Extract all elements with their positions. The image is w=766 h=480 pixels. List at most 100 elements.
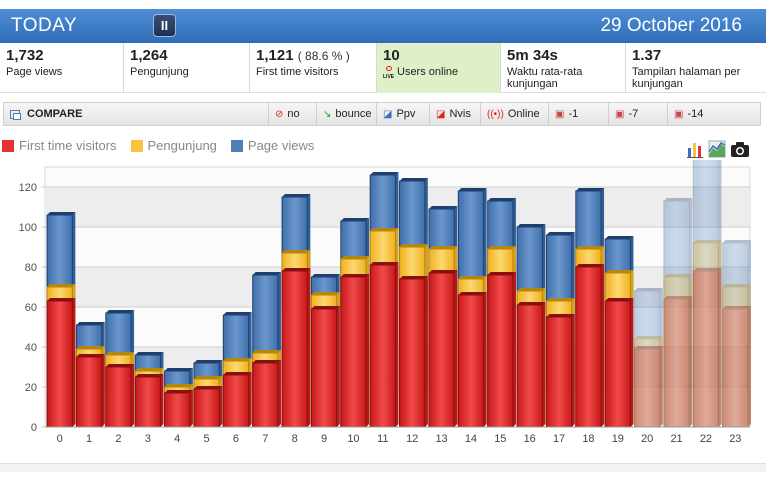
legend-swatch [130,139,143,152]
compare-icon [10,109,21,120]
bar-top [487,198,516,201]
x-tick-label: 18 [582,433,594,445]
bar-side [659,336,663,427]
bar-first-time-visitors-23[interactable] [722,306,751,428]
bar-face [46,300,73,428]
bar-top [193,360,223,363]
bar-chart-icon[interactable] [686,140,704,158]
bar-top [487,246,516,249]
bar-top [517,302,546,305]
bar-side [366,274,370,427]
pause-button[interactable]: II [153,14,176,37]
bar-side [101,354,105,427]
camera-icon[interactable] [730,140,749,158]
stat-users-online[interactable]: 10 LIVE Users online [377,43,501,93]
stat-label: Users online [397,66,459,78]
x-tick-label: 7 [262,433,268,445]
bar-side [630,298,634,427]
compare-ppv-button[interactable]: ◪ Ppv [376,103,429,125]
calendar-icon: ▣ [615,108,625,120]
area-chart-icon[interactable] [708,140,726,158]
top-header-bar: TODAY II 29 October 2016 [0,9,766,43]
page-title: TODAY [11,15,78,36]
bar-face [75,356,103,428]
bar-first-time-visitors-14[interactable] [457,292,487,428]
bar-first-time-visitors-11[interactable] [369,262,399,428]
bar-first-time-visitors-2[interactable] [105,364,135,428]
legend-item-pengunjung[interactable]: Pengunjung [130,138,217,153]
bar-first-time-visitors-13[interactable] [428,270,458,428]
bar-first-time-visitors-5[interactable] [193,386,223,428]
bar-face [105,366,132,428]
bar-first-time-visitors-8[interactable] [281,268,311,428]
bar-top [605,298,634,301]
bar-top [722,284,751,287]
bar-first-time-visitors-0[interactable] [46,298,76,428]
x-tick-label: 21 [670,433,682,445]
bar-side [424,276,428,427]
compare-no-button[interactable]: ⊘ no [268,103,316,125]
bar-side [747,284,751,427]
bar-top [458,188,487,191]
bar-side [160,374,164,427]
bar-first-time-visitors-4[interactable] [164,390,193,428]
y-tick-label: 40 [25,342,37,354]
bar-side [189,390,193,427]
bar-first-time-visitors-22[interactable] [692,268,722,428]
bar-face [457,294,485,428]
bar-side [542,302,546,427]
bar-face [634,348,661,428]
y-tick-label: 60 [25,302,37,314]
bar-first-time-visitors-7[interactable] [252,360,281,428]
bar-top [575,264,605,267]
compare-minus-1-button[interactable]: ▣ -1 [548,103,608,125]
legend-item-first-time-visitors[interactable]: First time visitors [2,138,117,153]
bar-first-time-visitors-16[interactable] [516,302,546,428]
bar-side [689,198,693,427]
y-tick-label: 120 [19,182,37,194]
bar-top [47,298,76,301]
bar-side [336,306,340,427]
bar-first-time-visitors-1[interactable] [75,354,105,428]
stat-page-views: 1,732 Page views [0,43,124,93]
x-tick-label: 4 [174,433,180,445]
x-tick-label: 19 [612,433,624,445]
bar-side [601,264,605,427]
bar-top [252,272,281,275]
bar-top [663,296,693,299]
x-tick-label: 14 [465,433,477,445]
compare-minus-7-button[interactable]: ▣ -7 [608,103,667,125]
bar-top [164,384,193,387]
compare-minus-14-button[interactable]: ▣ -14 [667,103,735,125]
bar-side [277,360,281,427]
stat-pages-per-visit: 1.37 Tampilan halaman per kunjungan [626,43,766,93]
compare-nvis-button[interactable]: ◪ Nvis [429,103,480,125]
legend-item-page-views[interactable]: Page views [230,138,314,153]
bar-first-time-visitors-12[interactable] [399,276,428,428]
no-icon: ⊘ [275,108,284,120]
bar-first-time-visitors-9[interactable] [310,306,340,428]
compare-bounce-button[interactable]: ↘ bounce [316,103,376,125]
x-tick-label: 2 [115,433,121,445]
bar-first-time-visitors-10[interactable] [340,274,370,428]
bar-first-time-visitors-3[interactable] [134,374,164,428]
compare-online-button[interactable]: ((•)) Online [480,103,548,125]
bar-first-time-visitors-20[interactable] [634,346,663,428]
bar-first-time-visitors-19[interactable] [604,298,634,428]
bar-top [164,368,193,371]
bar-top [252,350,281,353]
bar-side [747,306,751,427]
bar-top [428,270,458,273]
bar-first-time-visitors-15[interactable] [487,272,516,428]
bar-top [76,346,105,349]
bar-top [370,262,399,265]
x-tick-label: 9 [321,433,327,445]
bar-first-time-visitors-21[interactable] [663,296,693,428]
y-tick-label: 0 [31,422,37,434]
bar-first-time-visitors-17[interactable] [545,314,575,428]
bar-first-time-visitors-18[interactable] [575,264,605,428]
bar-side [454,270,458,427]
bar-top [428,206,458,209]
bar-first-time-visitors-6[interactable] [222,372,252,428]
